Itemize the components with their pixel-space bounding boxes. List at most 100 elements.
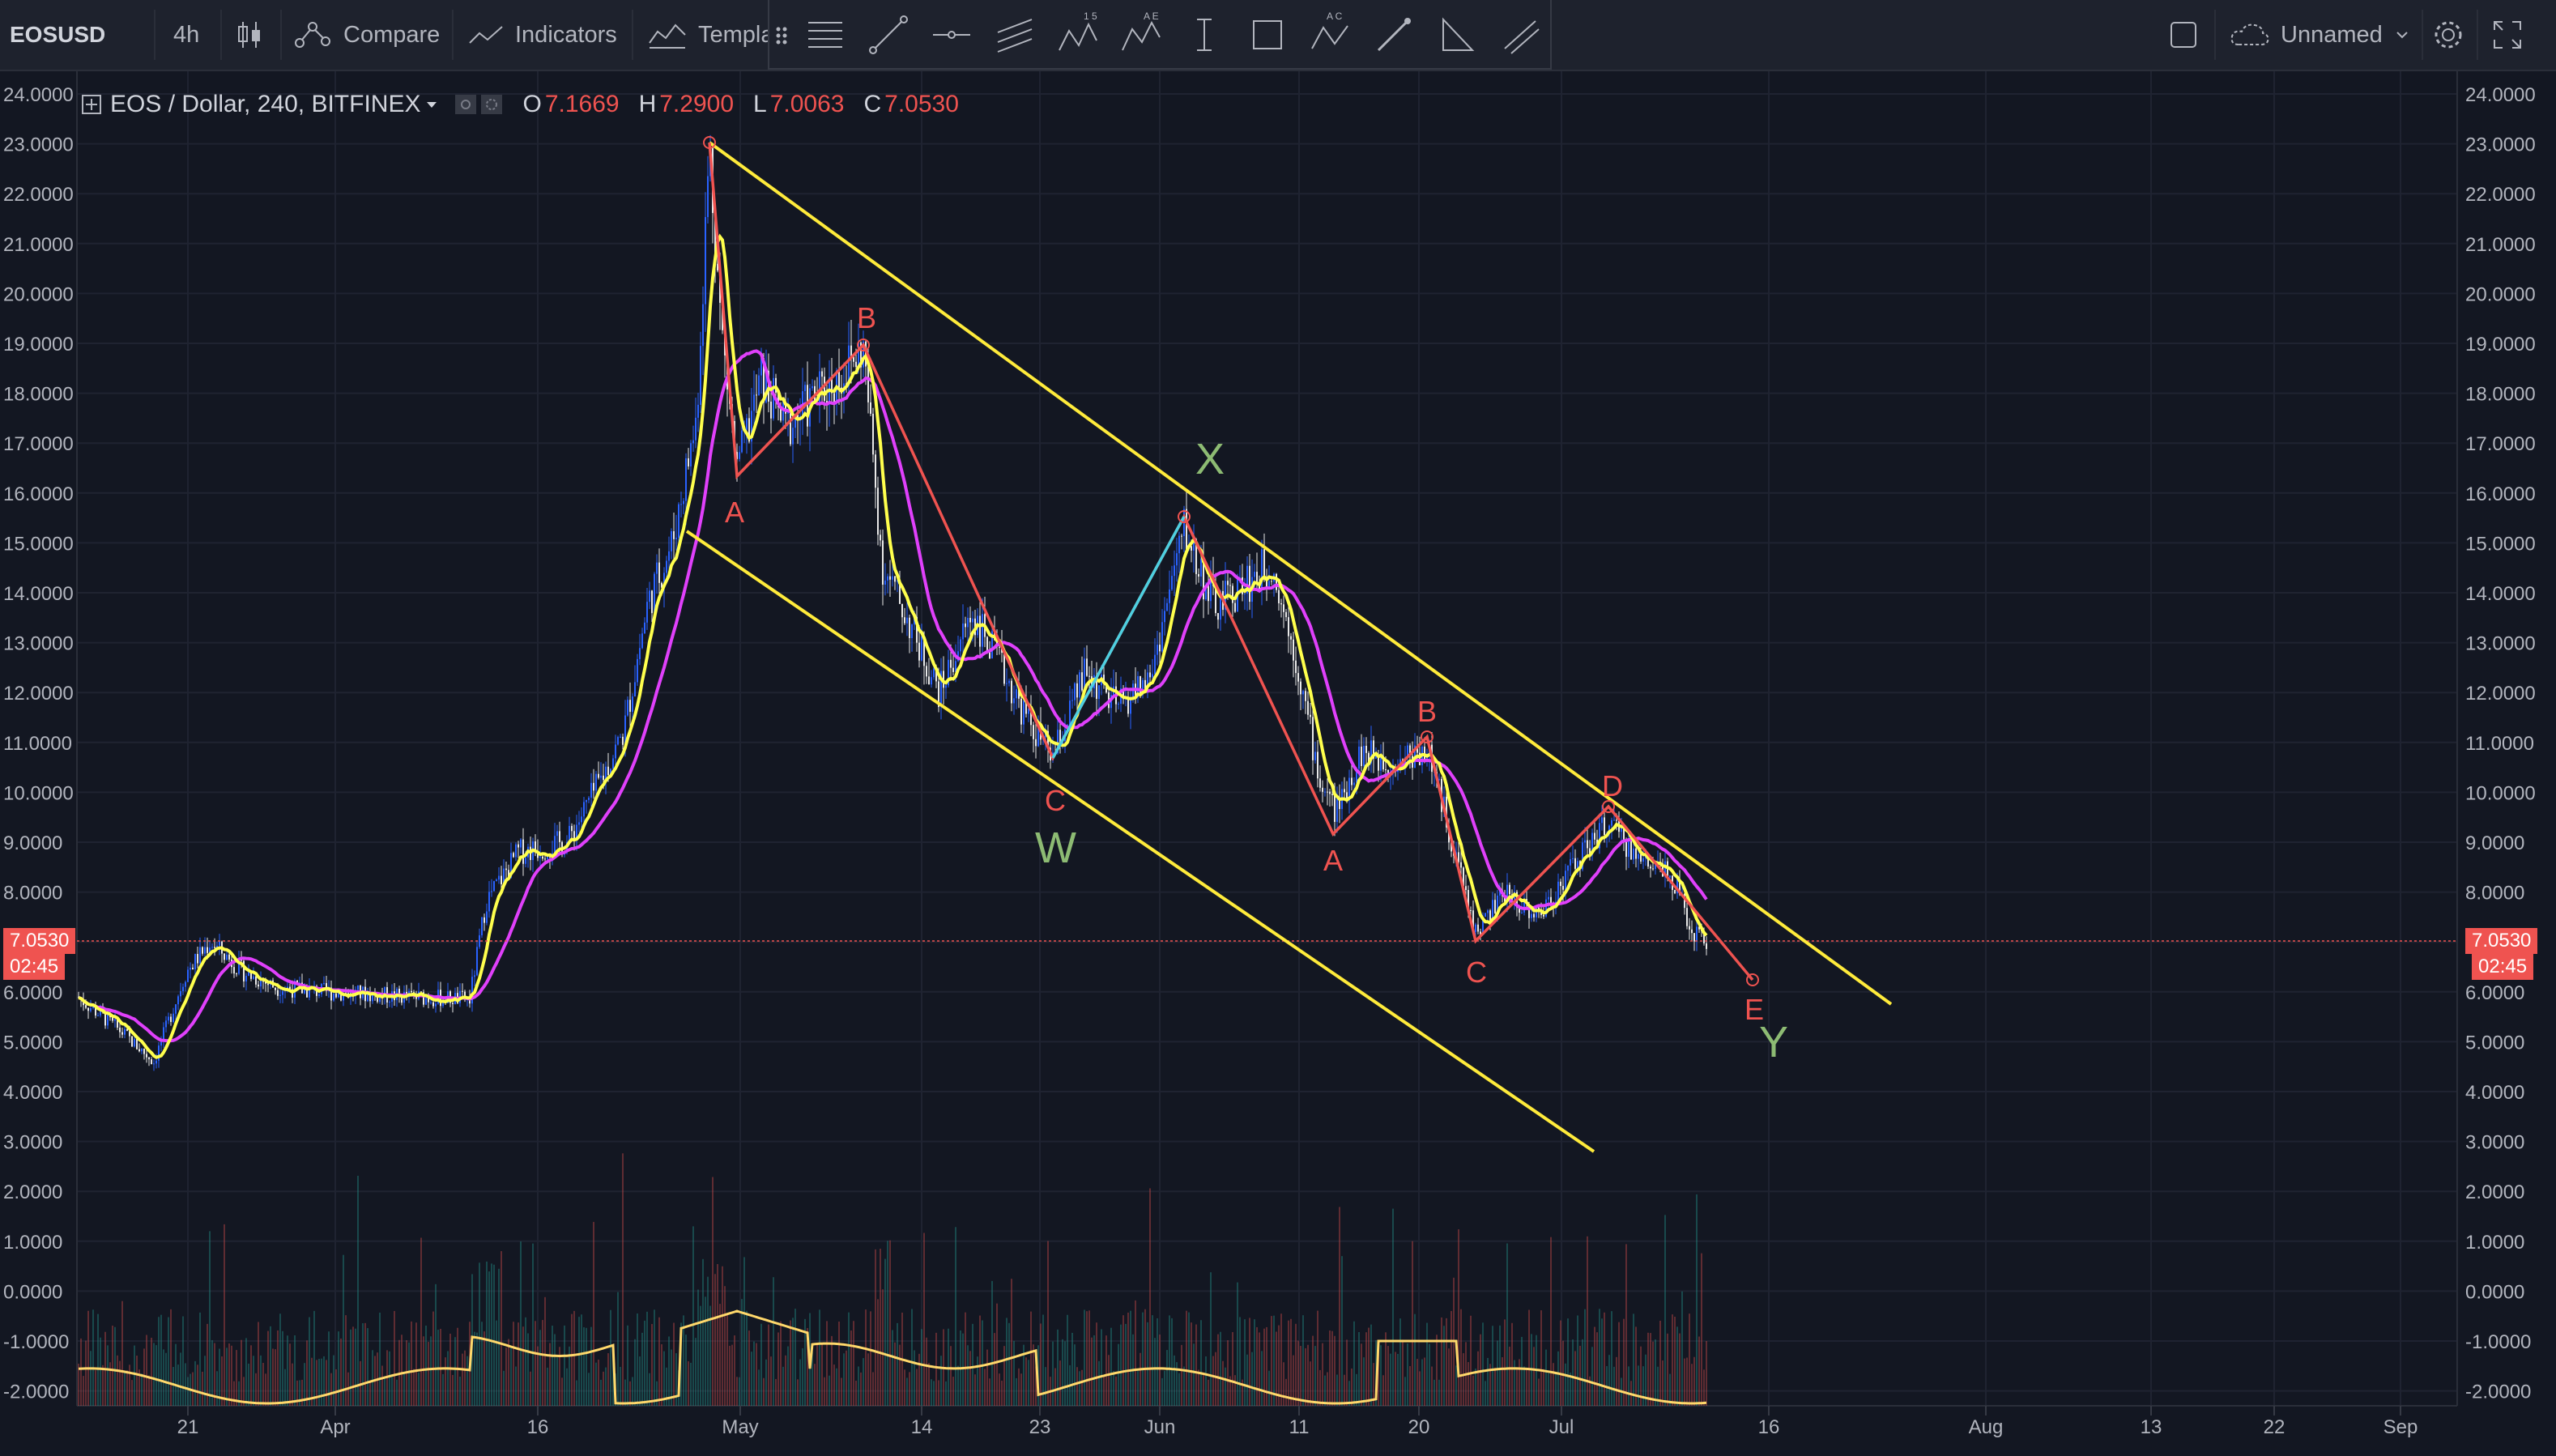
volume-bar: [911, 1309, 913, 1406]
volume-bar: [1105, 1335, 1107, 1406]
wave-point[interactable]: [1602, 800, 1615, 813]
volume-bar: [1154, 1338, 1156, 1406]
candle-body: [243, 960, 245, 981]
measure-icon[interactable]: [1493, 8, 1547, 62]
volume-bar: [957, 1365, 959, 1406]
wave-point[interactable]: [857, 338, 870, 351]
volume-bar: [1084, 1309, 1085, 1406]
series-title[interactable]: EOS / Dollar, 240, BITFINEX: [110, 91, 421, 117]
symbol-search[interactable]: EOSUSD: [10, 22, 106, 47]
wave-line[interactable]: [708, 142, 1754, 981]
volume-bar: [1706, 1340, 1707, 1406]
x-leg-line[interactable]: [1051, 516, 1186, 759]
volume-bar: [488, 1271, 490, 1406]
volume-bar: [991, 1280, 993, 1406]
candle-body: [671, 530, 672, 551]
fullscreen-box-button[interactable]: [2169, 0, 2209, 70]
volume-bar: [173, 1366, 174, 1406]
layout-name-button[interactable]: Unnamed: [2229, 0, 2410, 70]
rectangle-icon[interactable]: [1241, 8, 1294, 62]
candle-body: [751, 411, 752, 442]
eye-icon[interactable]: [454, 94, 477, 115]
elliott-wave-icon[interactable]: A E: [1114, 8, 1168, 62]
wave-point[interactable]: [703, 136, 716, 149]
candle-body: [882, 540, 884, 585]
collapse-icon[interactable]: [81, 94, 102, 115]
y-tick-label: 24.0000: [3, 84, 74, 106]
channel-lower-line[interactable]: [685, 530, 1595, 1153]
volume-bar: [1178, 1373, 1180, 1406]
candle-body: [1035, 739, 1037, 747]
volume-bar: [129, 1364, 130, 1406]
y-tick-label: 20.0000: [3, 283, 74, 305]
indicators-button[interactable]: Indicators: [468, 0, 617, 70]
candle-body: [1310, 714, 1311, 717]
candle-body: [1382, 756, 1384, 770]
brush-icon[interactable]: [1367, 8, 1421, 62]
channel-upper-line[interactable]: [708, 141, 1893, 1006]
volume-bar: [1142, 1312, 1144, 1406]
volume-bar: [1271, 1316, 1272, 1406]
volume-bar: [1081, 1369, 1083, 1406]
settings-button[interactable]: [2431, 0, 2465, 70]
fullscreen-button[interactable]: [2491, 0, 2524, 70]
volume-bar: [882, 1289, 884, 1406]
volume-bar: [1492, 1326, 1493, 1406]
volume-bar: [1091, 1337, 1093, 1406]
candle-body: [338, 993, 339, 998]
volume-bar: [838, 1322, 840, 1406]
volume-bar: [532, 1243, 534, 1406]
chart-type-button[interactable]: [233, 0, 269, 70]
volume-bar: [739, 1377, 740, 1406]
caret-down-icon[interactable]: [425, 98, 438, 111]
candle-body: [168, 1016, 169, 1021]
text-cursor-icon[interactable]: [1178, 8, 1231, 62]
volume-bar: [1633, 1313, 1634, 1406]
chart-canvas[interactable]: 24.0000 23.0000 22.0000 21.0000 20.0000 19.00…: [0, 71, 2556, 1456]
wave-point[interactable]: [1178, 510, 1191, 523]
volume-bar: [972, 1323, 973, 1406]
candle-body: [1276, 573, 1277, 590]
volume-bar: [1229, 1376, 1231, 1406]
candle-body: [1635, 848, 1637, 859]
candle-body: [872, 413, 874, 455]
xabcd-pattern-icon[interactable]: 1 5: [1051, 8, 1105, 62]
candle-body: [923, 636, 925, 666]
fib-retracement-icon[interactable]: [799, 8, 852, 62]
templates-button[interactable]: Templa: [648, 0, 774, 70]
volume-bar: [233, 1381, 235, 1406]
abc-pattern-icon[interactable]: A C: [1304, 8, 1357, 62]
candle-body: [165, 1020, 167, 1028]
triangle-pattern-icon[interactable]: [1430, 8, 1484, 62]
volume-bar: [241, 1339, 242, 1406]
volume-bar: [846, 1350, 847, 1406]
trend-line-icon[interactable]: [862, 8, 915, 62]
candle-body: [282, 991, 283, 995]
left-price-axis[interactable]: 24.0000 23.0000 22.0000 21.0000 20.0000 19.00…: [3, 84, 74, 1403]
interval-button[interactable]: 4h: [173, 21, 200, 48]
candle-body: [775, 377, 777, 393]
candle-body: [1691, 929, 1693, 934]
candle-body: [1103, 675, 1105, 684]
time-axis[interactable]: 21 Apr 16 May 14 23 Jun 11 20 Jul 16 Aug 13 22 Sep: [177, 1406, 2418, 1438]
gear-icon[interactable]: [480, 94, 503, 115]
volume-bar: [1669, 1373, 1671, 1406]
parallel-channel-icon[interactable]: [988, 8, 1042, 62]
drag-handle-icon[interactable]: [773, 8, 790, 62]
volume-bar: [1079, 1371, 1080, 1406]
wave-point[interactable]: [1421, 730, 1433, 743]
right-price-axis[interactable]: 24.0000 23.0000 22.0000 21.0000 20.0000 19.00…: [2465, 84, 2536, 1403]
volume-bar: [1494, 1367, 1496, 1406]
volume-bar: [1071, 1332, 1073, 1406]
horizontal-line-icon[interactable]: [925, 8, 978, 62]
volume-bar: [695, 1338, 697, 1406]
wave-label-c: C: [1045, 784, 1066, 817]
candle-body: [1528, 904, 1530, 918]
candle-body: [170, 1016, 172, 1023]
candle-body: [87, 1007, 89, 1011]
volume-bar: [1030, 1311, 1032, 1406]
compare-button[interactable]: Compare: [293, 0, 440, 70]
volume-bar: [561, 1377, 563, 1406]
candle-body: [675, 538, 677, 539]
wave-point[interactable]: [1746, 973, 1759, 986]
